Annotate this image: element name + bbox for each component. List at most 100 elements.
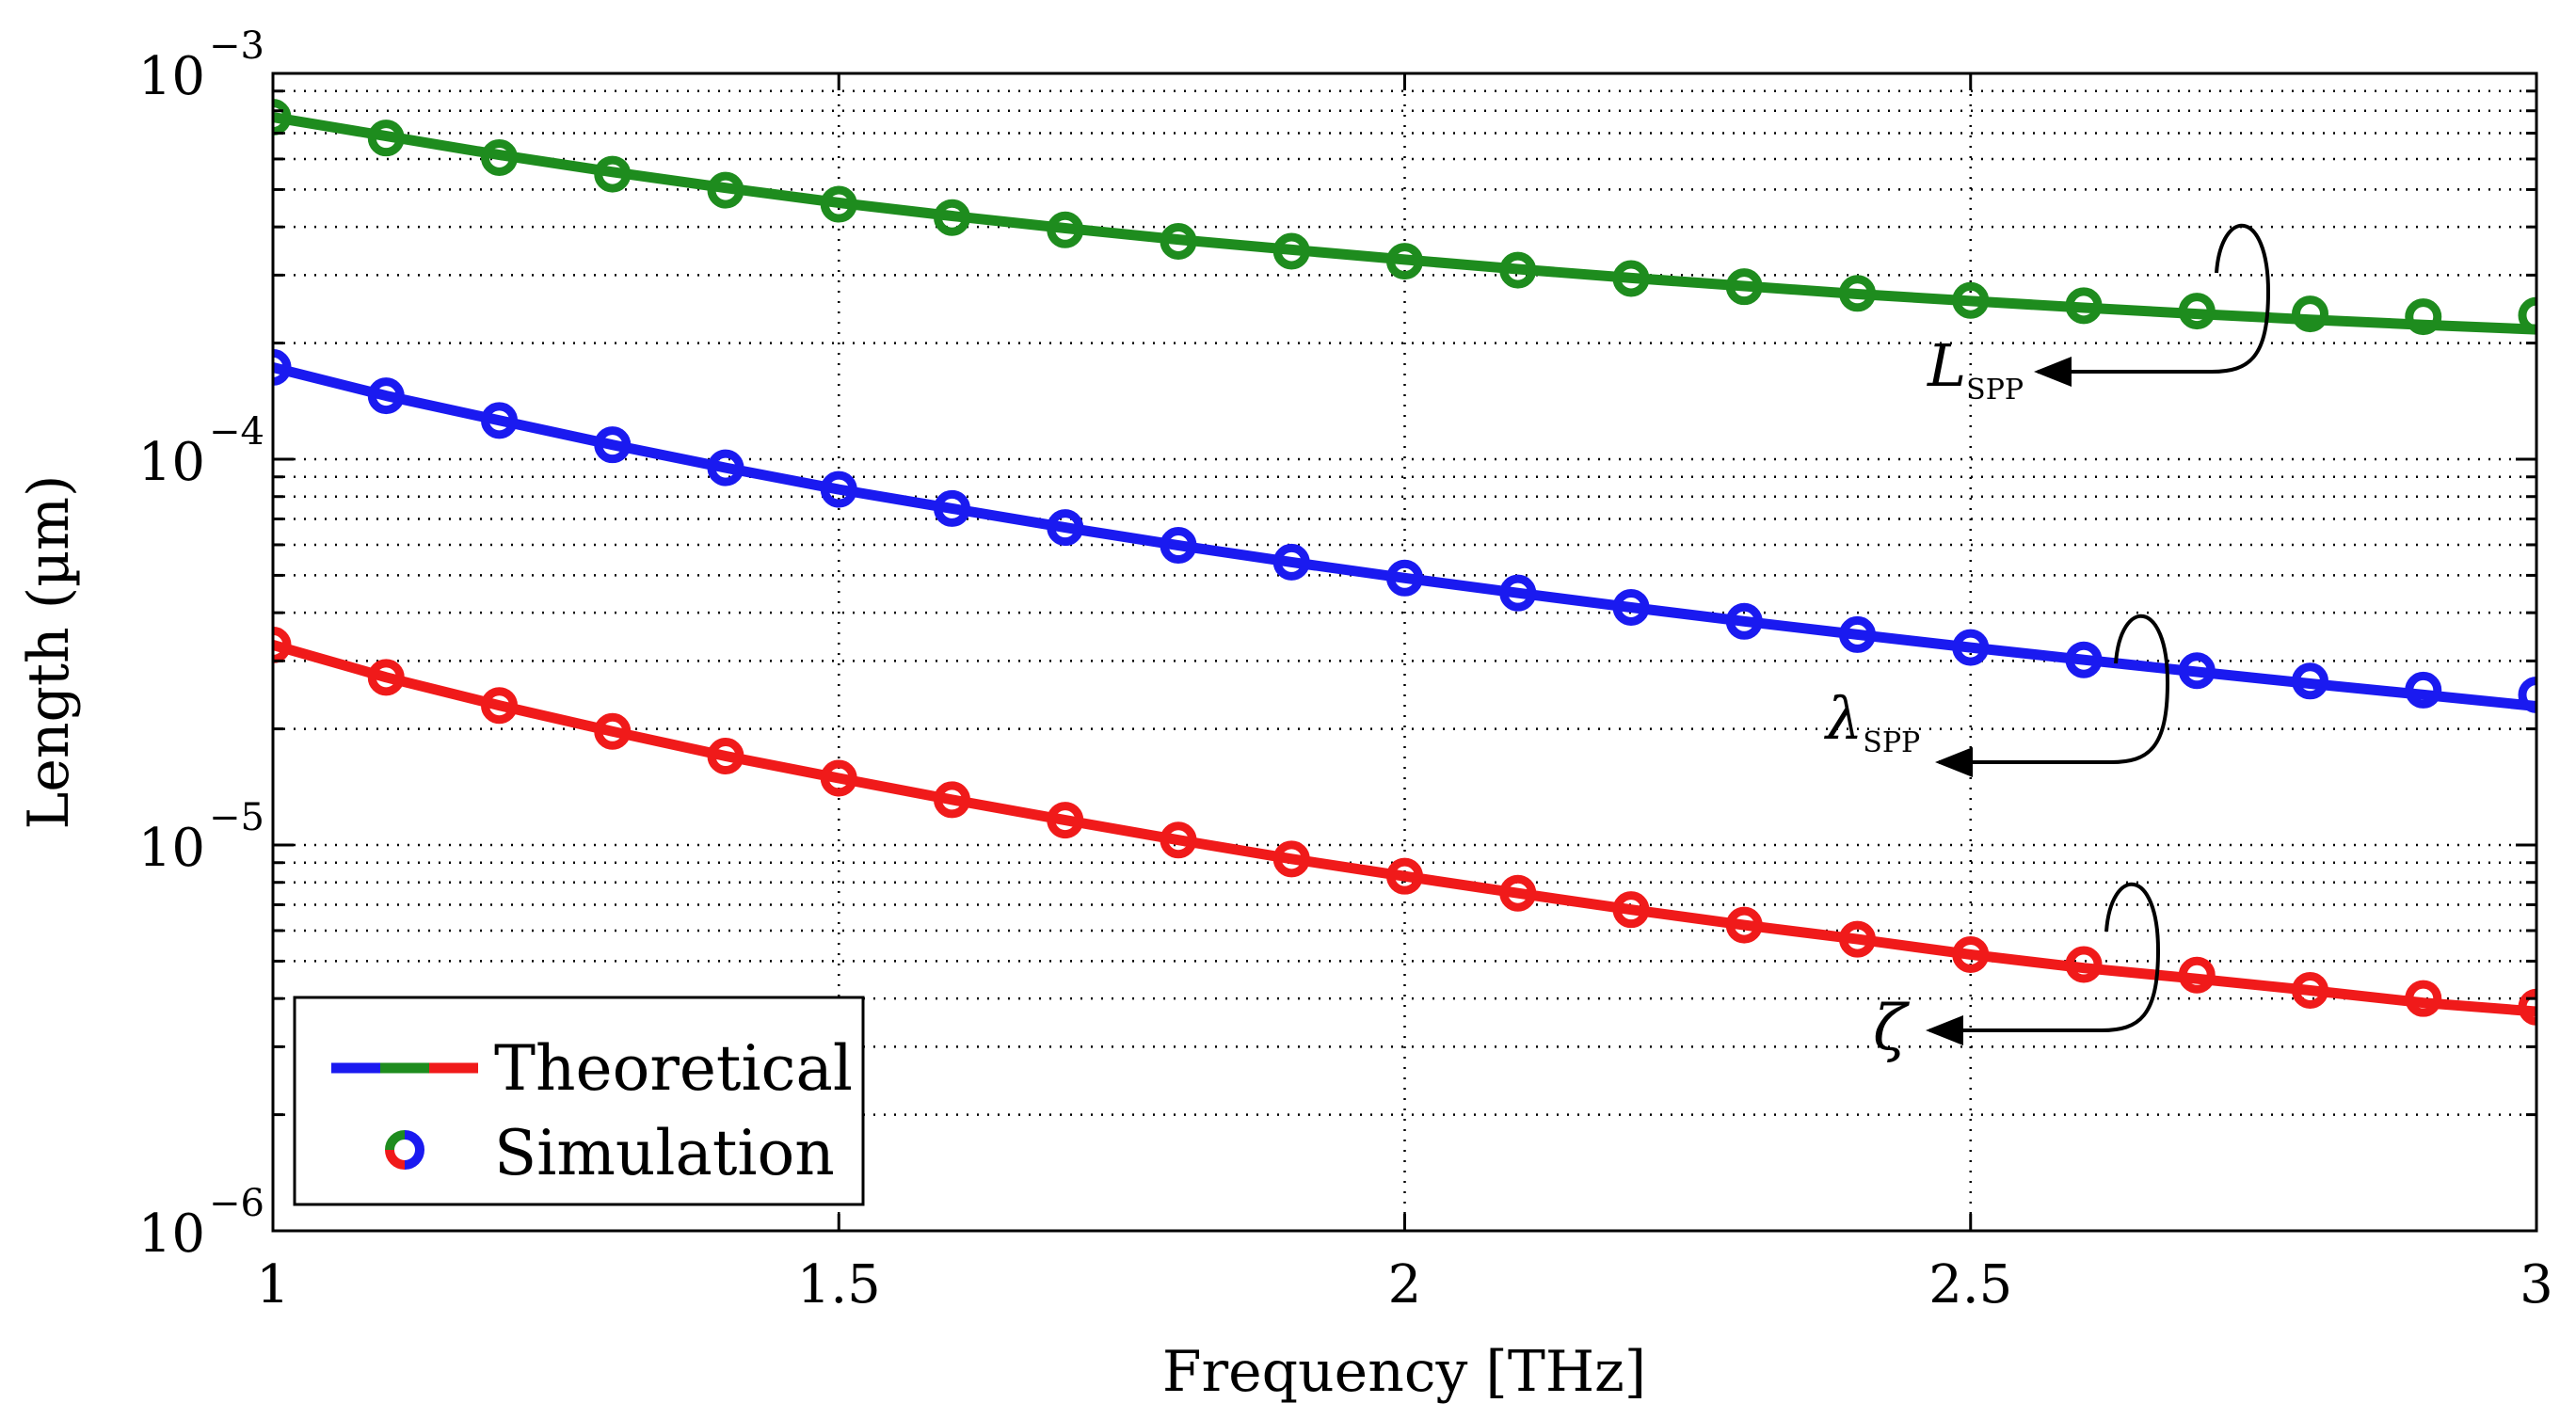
- simulation-point-L_SPP: [820, 185, 857, 223]
- annotation-label-ζ: ζ: [1873, 992, 1911, 1064]
- simulation-point-L_SPP: [2405, 298, 2442, 336]
- x-tick-label: 3: [2520, 1254, 2553, 1315]
- annotation-label-L_SPP: LSPP: [1927, 331, 2024, 407]
- simulation-point-L_SPP: [934, 199, 970, 236]
- simulation-point-λ_SPP: [820, 470, 857, 508]
- theoretical-line-L_SPP: [273, 112, 2536, 335]
- simulation-point-ζ: [934, 781, 970, 819]
- x-axis-title: Frequency [THz]: [1162, 1339, 1646, 1405]
- simulation-point-L_SPP: [1839, 275, 1876, 312]
- simulation-point-ζ: [2518, 988, 2536, 1026]
- simulation-point-L_SPP: [1272, 232, 1310, 270]
- simulation-point-λ_SPP: [367, 377, 405, 415]
- simulation-point-ζ: [2065, 946, 2103, 983]
- simulation-point-ζ: [367, 659, 405, 696]
- simulation-point-λ_SPP: [2065, 641, 2103, 678]
- simulation-point-L_SPP: [1952, 281, 1990, 319]
- y-tick-label-exponent: −4: [209, 410, 264, 454]
- theoretical-line-ζ: [273, 639, 2536, 1017]
- y-tick-label-base: 10: [138, 432, 205, 493]
- y-tick-label-exponent: −5: [209, 796, 264, 839]
- legend-marker-arc: [404, 1130, 424, 1170]
- simulation-point-L_SPP: [1612, 260, 1650, 297]
- simulation-point-ζ: [2405, 980, 2442, 1017]
- simulation-point-ζ: [2292, 971, 2328, 1009]
- theoretical-line-λ_SPP: [273, 361, 2536, 711]
- simulation-point-λ_SPP: [1725, 602, 1763, 640]
- simulation-point-λ_SPP: [2178, 652, 2216, 690]
- simulation-point-λ_SPP: [1839, 615, 1876, 653]
- simulation-point-λ_SPP: [2292, 662, 2328, 700]
- y-tick-label-base: 10: [138, 1204, 205, 1265]
- legend-theoretical-label: Theoretical: [494, 1032, 853, 1105]
- simulation-point-ζ: [594, 712, 632, 750]
- simulation-point-λ_SPP: [1952, 629, 1990, 666]
- simulation-point-λ_SPP: [1047, 509, 1084, 547]
- simulation-point-λ_SPP: [1160, 527, 1197, 565]
- simulation-point-λ_SPP: [1612, 588, 1650, 626]
- simulation-point-λ_SPP: [934, 489, 970, 527]
- simulation-point-ζ: [1272, 840, 1310, 878]
- simulation-point-ζ: [1047, 802, 1084, 839]
- simulation-point-λ_SPP: [594, 426, 632, 464]
- simulation-point-L_SPP: [594, 155, 632, 193]
- simulation-point-λ_SPP: [2518, 676, 2536, 713]
- legend-box: [293, 996, 865, 1206]
- simulation-point-L_SPP: [707, 171, 744, 209]
- simulation-point-L_SPP: [1725, 268, 1763, 306]
- simulation-point-λ_SPP: [1386, 559, 1423, 597]
- simulation-point-L_SPP: [273, 99, 292, 136]
- legend: Theoretical Simulation: [293, 996, 865, 1206]
- simulation-point-ζ: [1725, 906, 1763, 944]
- simulation-point-λ_SPP: [707, 449, 744, 486]
- simulation-point-L_SPP: [2065, 287, 2103, 325]
- simulation-point-ζ: [1160, 821, 1197, 859]
- x-tick-label: 1: [256, 1254, 290, 1315]
- simulation-point-ζ: [1499, 874, 1537, 912]
- y-axis-title: Length (µm): [16, 475, 82, 830]
- simulation-point-L_SPP: [2518, 296, 2536, 334]
- y-tick-label-base: 10: [138, 818, 205, 879]
- simulation-point-ζ: [1952, 935, 1990, 973]
- simulation-point-L_SPP: [1047, 211, 1084, 248]
- simulation-point-L_SPP: [1499, 251, 1537, 289]
- simulation-point-L_SPP: [1386, 243, 1423, 280]
- simulation-point-λ_SPP: [273, 348, 292, 386]
- simulation-point-ζ: [481, 687, 518, 725]
- legend-simulation-swatch: [385, 1130, 424, 1170]
- simulation-point-L_SPP: [481, 138, 518, 176]
- simulation-point-λ_SPP: [1272, 543, 1310, 581]
- y-tick-label-exponent: −3: [209, 24, 264, 68]
- tick-labels: 1 1.5 2 2.5 310−610−510−410−3: [138, 24, 2553, 1315]
- simulation-point-ζ: [1839, 920, 1876, 958]
- x-tick-label: 2: [1388, 1254, 1422, 1315]
- annotation-arrow-L_SPP: [2034, 223, 2271, 387]
- annotation-arrow-ζ: [1926, 882, 2161, 1045]
- simulation-point-λ_SPP: [2405, 671, 2442, 709]
- legend-marker-arc: [385, 1149, 406, 1170]
- x-tick-label: 2.5: [1928, 1254, 2012, 1315]
- x-tick-label: 1.5: [797, 1254, 881, 1315]
- simulation-point-λ_SPP: [481, 402, 518, 439]
- simulation-point-ζ: [1386, 857, 1423, 895]
- simulation-point-L_SPP: [367, 120, 405, 157]
- annotation-label-λ_SPP: λSPP: [1823, 684, 1920, 759]
- simulation-point-λ_SPP: [1499, 574, 1537, 612]
- simulation-point-L_SPP: [2292, 295, 2328, 333]
- axes: [271, 72, 2538, 1233]
- simulation-point-ζ: [1612, 891, 1650, 929]
- legend-marker-arc: [385, 1130, 406, 1151]
- annotations: LSPP λSPP ζ: [1823, 223, 2271, 1064]
- simulation-point-ζ: [820, 759, 857, 797]
- legend-simulation-label: Simulation: [494, 1117, 835, 1189]
- simulation-point-ζ: [707, 738, 744, 775]
- simulation-point-ζ: [273, 626, 292, 663]
- simulation-point-L_SPP: [1160, 222, 1197, 260]
- simulation-point-L_SPP: [2178, 293, 2216, 330]
- simulation-point-ζ: [2178, 956, 2216, 994]
- series-group: [273, 99, 2536, 1026]
- y-tick-label-exponent: −6: [209, 1182, 264, 1225]
- annotation-arrow-λ_SPP: [1935, 614, 2170, 777]
